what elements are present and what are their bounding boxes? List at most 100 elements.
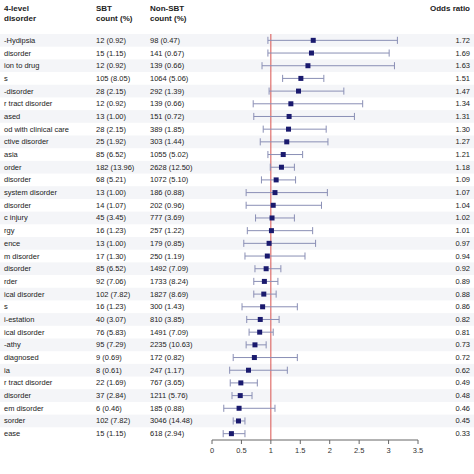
cell-text: 179 (0.85) (150, 239, 185, 248)
point-estimate (298, 76, 303, 81)
cell-text: 12 (0.92) (96, 61, 127, 70)
ci-cap (326, 126, 327, 133)
point-estimate (237, 406, 242, 411)
point-estimate (260, 304, 265, 309)
cell-text: rder (4, 277, 18, 286)
ci-cap (263, 126, 264, 133)
data-label: 1.63 (455, 61, 470, 70)
cell-text: 300 (1.43) (150, 302, 185, 311)
data-label: 0.89 (455, 277, 470, 286)
ci-cap (287, 367, 288, 374)
cell-text: disorder (4, 264, 32, 273)
ci-cap (276, 291, 277, 298)
data-label: 1.30 (455, 125, 470, 134)
ci-cap (312, 227, 313, 234)
row-stripe (0, 364, 474, 377)
cell-text: 185 (0.88) (150, 404, 185, 413)
point-estimate (264, 266, 269, 271)
cell-text: r tract disorder (4, 99, 53, 108)
ci-cap (257, 379, 258, 386)
point-estimate (309, 51, 314, 56)
cell-text: 1055 (5.02) (150, 150, 189, 159)
point-estimate (271, 203, 276, 208)
data-label: 0.49 (455, 378, 470, 387)
ci-cap (343, 88, 344, 95)
ci-cap (246, 189, 247, 196)
ci-line (246, 192, 327, 193)
point-estimate (311, 38, 316, 43)
ci-cap (304, 252, 305, 259)
cell-text: 3046 (14.48) (150, 416, 193, 425)
cell-text: 12 (0.92) (96, 99, 127, 108)
ci-line (268, 53, 389, 54)
point-estimate (238, 380, 243, 385)
cell-text: disorder (4, 49, 32, 58)
row-stripe (0, 34, 474, 47)
cell-text: 292 (1.39) (150, 87, 185, 96)
point-estimate (258, 317, 263, 322)
point-estimate (238, 393, 243, 398)
data-label: 1.31 (455, 112, 470, 121)
cell-text: 182 (13.96) (96, 163, 135, 172)
ci-cap (323, 75, 324, 82)
cell-text: 45 (3.45) (96, 213, 127, 222)
point-estimate (246, 368, 251, 373)
column-header: count (%) (150, 14, 187, 23)
cell-text: 247 (1.17) (150, 366, 185, 375)
ci-cap (280, 265, 281, 272)
point-estimate (288, 101, 293, 106)
ci-cap (294, 164, 295, 171)
point-estimate (265, 254, 270, 259)
point-estimate (236, 418, 241, 423)
data-label: 1.09 (455, 175, 470, 184)
data-label: 0.86 (455, 302, 470, 311)
data-label: 0.94 (455, 252, 470, 261)
data-label: 1.34 (455, 99, 470, 108)
cell-text: rgy (4, 226, 15, 235)
ci-line (262, 65, 394, 66)
tick-label: 2.5 (354, 446, 364, 455)
data-label: 1.04 (455, 201, 470, 210)
cell-text: 1064 (5.06) (150, 74, 189, 83)
tick (270, 440, 271, 444)
ci-cap (233, 354, 234, 361)
data-label: 0.97 (455, 239, 470, 248)
cell-text: system disorder (4, 188, 57, 197)
cell-text: c injury (4, 213, 28, 222)
row-stripe (0, 136, 474, 149)
column-header: SBT (96, 4, 112, 13)
row-stripe (0, 415, 474, 428)
tick (359, 440, 360, 444)
cell-text: ia (4, 366, 11, 375)
cell-text: -disorder (4, 87, 34, 96)
point-estimate (279, 165, 284, 170)
cell-text: 8 (0.61) (96, 366, 122, 375)
ci-cap (246, 202, 247, 209)
ci-cap (269, 88, 270, 95)
data-label: 1.47 (455, 87, 470, 96)
cell-text: 13 (1.00) (96, 188, 127, 197)
ci-line (223, 433, 245, 434)
ci-cap (249, 329, 250, 336)
cell-text: -athy (4, 340, 21, 349)
point-estimate (281, 152, 286, 157)
cell-text: 95 (7.29) (96, 340, 127, 349)
ci-cap (321, 202, 322, 209)
ci-cap (295, 176, 296, 183)
ci-cap (233, 417, 234, 424)
point-estimate (262, 279, 267, 284)
ci-cap (362, 100, 363, 107)
row-stripe (0, 110, 474, 123)
cell-text: 102 (7.82) (96, 290, 131, 299)
row-stripe (0, 161, 474, 174)
data-label: 1.72 (455, 36, 470, 45)
cell-text: 1827 (8.69) (150, 290, 189, 299)
cell-text: 767 (3.65) (150, 378, 185, 387)
data-label: 1.27 (455, 137, 470, 146)
data-label: 0.73 (455, 340, 470, 349)
point-estimate (305, 63, 310, 68)
point-estimate (272, 190, 277, 195)
cell-text: 1733 (8.24) (150, 277, 189, 286)
cell-text: 151 (0.72) (150, 112, 185, 121)
cell-text: 1072 (5.10) (150, 175, 189, 184)
